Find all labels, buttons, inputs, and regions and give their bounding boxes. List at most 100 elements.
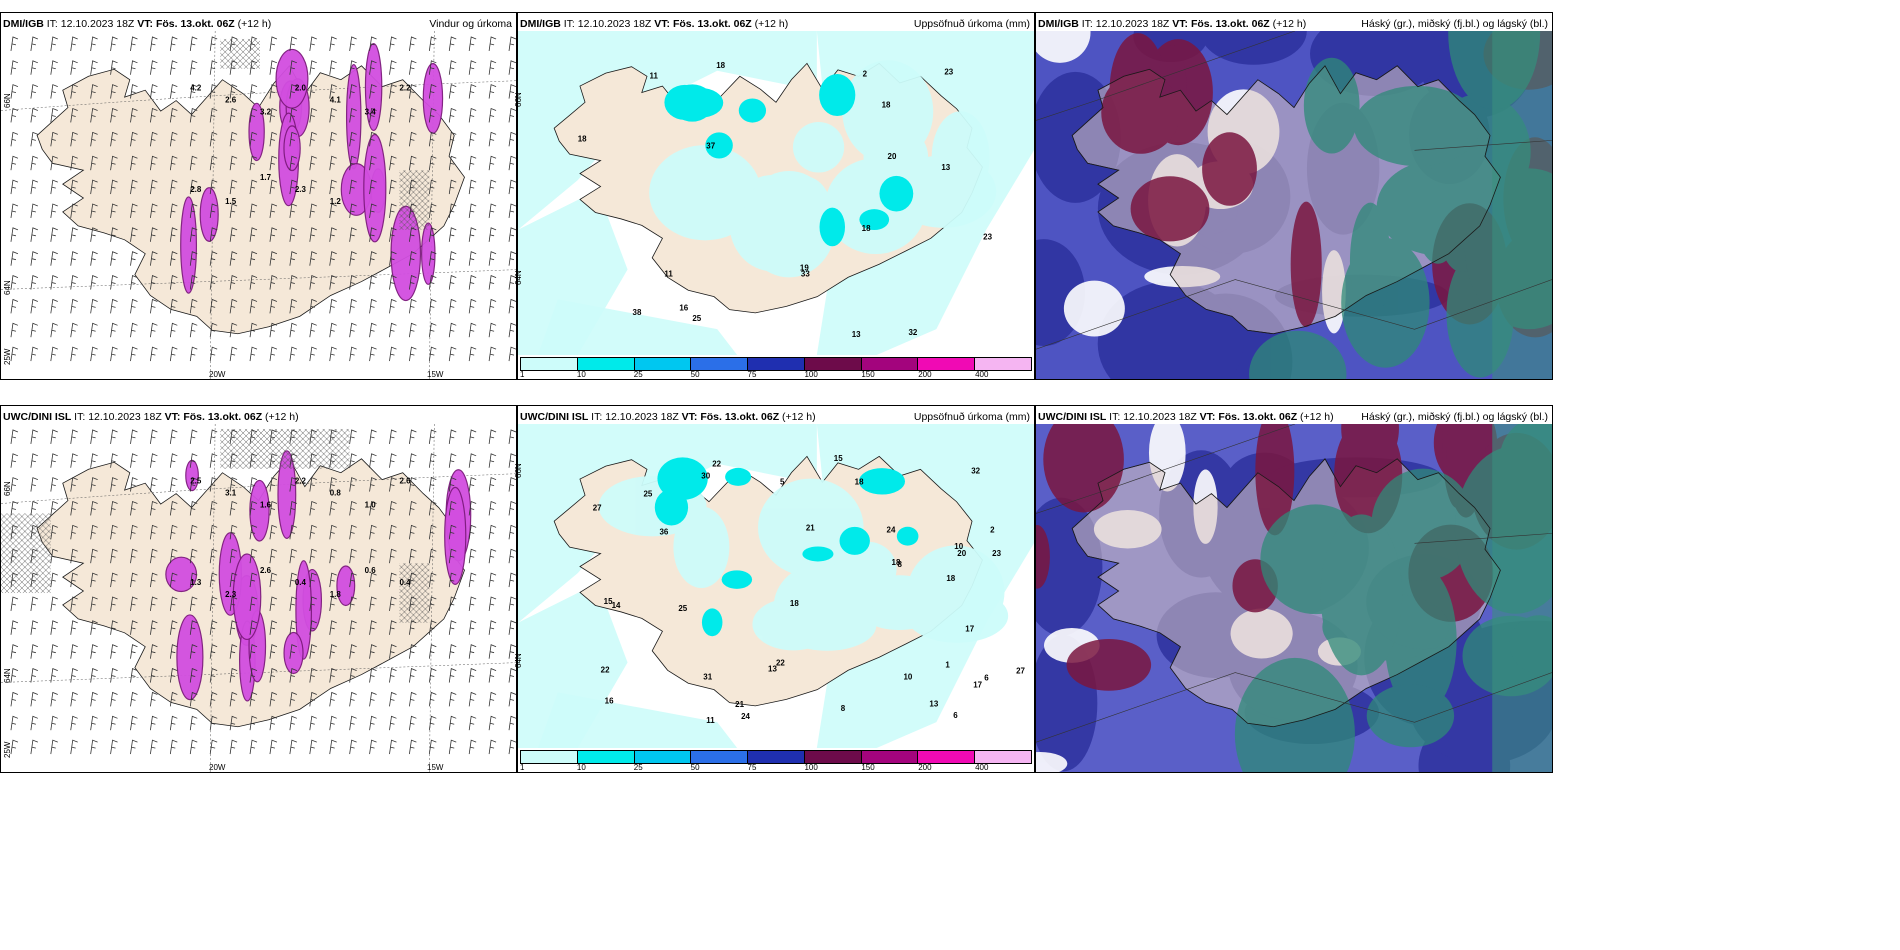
precip-value-label: 23 <box>992 549 1001 558</box>
it-value: 12.10.2023 18Z <box>577 18 652 30</box>
precip-value-label: 20 <box>888 152 897 161</box>
panel-header: UWC/DINI ISL IT: 12.10.2023 18Z VT: Fös.… <box>1036 406 1552 428</box>
precip-value-label: 8 <box>841 704 846 713</box>
wind-value-label: 1.8 <box>330 590 342 599</box>
legend-swatch <box>634 751 692 763</box>
vt-value: Fös. 13.okt. 06Z <box>700 411 780 423</box>
precip-value-label: 10 <box>954 542 963 551</box>
legend-swatch <box>861 358 919 370</box>
legend-tick-label: 100 <box>804 763 818 772</box>
precip-legend: 1 10 25 50 75 100 150 200 400 <box>518 750 1034 772</box>
legend-swatch <box>918 358 976 370</box>
legend-tick-label: 200 <box>918 763 932 772</box>
vt-label: VT: <box>1172 18 1189 30</box>
precip-map: 1 2 6 21 16 22 10 31 32 36 23 27 18 24 22 25 17 30 22 20 15 1… <box>518 424 1034 748</box>
legend-swatch <box>804 358 862 370</box>
vt-label: VT: <box>137 18 154 30</box>
wind-value-label: 0.8 <box>330 489 342 498</box>
panel-title: Uppsöfnuð úrkoma (mm) <box>913 18 1030 30</box>
wind-value-label: 1.3 <box>190 578 202 587</box>
wind-value-label: 4.2 <box>190 84 202 93</box>
cloud-map <box>1036 31 1552 379</box>
precip-value-label: 25 <box>692 314 701 323</box>
lon-label-20: 20W <box>209 763 226 772</box>
wind-value-label: 1.2 <box>330 197 342 206</box>
precip-value-label: 27 <box>1016 666 1025 675</box>
precip-value-label: 6 <box>984 673 989 682</box>
precip-value-label: 18 <box>882 101 891 110</box>
vt-label: VT: <box>1199 411 1216 423</box>
panel-wind-top: DMI/IGB IT: 12.10.2023 18Z VT: Fös. 13.o… <box>0 12 517 380</box>
precip-map: 23 32 33 38 19 37 18 18 13 13 18 23 18 20 25 11 11 16 2 <box>518 31 1034 355</box>
panel-header: DMI/IGB IT: 12.10.2023 18Z VT: Fös. 13.o… <box>518 13 1034 35</box>
legend-tick-label: 200 <box>918 370 932 379</box>
legend-tick-label: 1 <box>520 370 525 379</box>
panel-cloud-bottom: UWC/DINI ISL IT: 12.10.2023 18Z VT: Fös.… <box>1035 405 1553 773</box>
model-name: DMI/IGB <box>520 18 561 30</box>
precip-value-label: 10 <box>904 672 913 681</box>
model-name: DMI/IGB <box>1038 18 1079 30</box>
panel-title: Háský (gr.), miðský (fj.bl.) og lágský (… <box>1361 411 1548 423</box>
precip-value-label: 38 <box>633 308 642 317</box>
lead-time: (+12 h) <box>237 18 272 30</box>
legend-swatch <box>577 751 635 763</box>
precip-value-label: 16 <box>679 303 688 312</box>
it-label: IT: <box>591 411 603 423</box>
precip-value-label: 19 <box>800 264 809 273</box>
panel-precip-top: DMI/IGB IT: 12.10.2023 18Z VT: Fös. 13.o… <box>514 12 1035 380</box>
wind-value-label: 2.6 <box>260 566 272 575</box>
precip-value-label: 21 <box>806 523 815 532</box>
lead-time: (+12 h) <box>265 411 299 423</box>
legend-tick-label: 25 <box>633 370 643 379</box>
model-name: DMI/IGB <box>3 18 44 30</box>
wind-map-canvas: 2.5 3.1 1.6 2.2 0.8 1.0 2.6 1.3 2.3 2.6 0.4 1.8 0.6 0… <box>1 424 516 772</box>
legend-tick-label: 25 <box>633 763 643 772</box>
panel-title: Vindur og úrkoma <box>429 18 512 30</box>
precip-value-label: 1 <box>945 661 950 670</box>
legend-swatch <box>521 751 578 763</box>
panel-header: UWC/DINI ISL IT: 12.10.2023 18Z VT: Fös.… <box>1 406 516 428</box>
lon-label-25: 25W <box>3 348 12 365</box>
precip-value-label: 6 <box>953 711 958 720</box>
it-value: 12.10.2023 18Z <box>88 411 162 423</box>
model-name: UWC/DINI ISL <box>1038 411 1107 423</box>
it-label: IT: <box>1109 411 1121 423</box>
precip-value-label: 14 <box>612 601 621 610</box>
panel-header: DMI/IGB IT: 12.10.2023 18Z VT: Fös. 13.o… <box>1 13 516 35</box>
lat-label-66: 66N <box>514 463 523 478</box>
legend-swatch <box>577 358 635 370</box>
precip-value-label: 22 <box>601 665 610 674</box>
wind-value-label: 2.8 <box>190 185 202 194</box>
legend-swatch <box>634 358 692 370</box>
legend-tick-label: 100 <box>804 370 818 379</box>
legend-tick-label: 150 <box>861 763 875 772</box>
lat-label-64: 64N <box>3 280 12 295</box>
precip-value-label: 17 <box>973 680 982 689</box>
legend-swatch <box>918 751 976 763</box>
precip-value-label: 13 <box>852 330 861 339</box>
precip-value-label: 37 <box>706 141 715 150</box>
lead-time: (+12 h) <box>1272 18 1307 30</box>
precip-value-label: 18 <box>716 61 725 70</box>
precip-value-label: 22 <box>776 659 785 668</box>
legend-tick-label: 50 <box>690 370 700 379</box>
vt-value: Fös. 13.okt. 06Z <box>1218 411 1298 423</box>
vt-label: VT: <box>681 411 698 423</box>
legend-swatch <box>691 358 749 370</box>
legend-tick-label: 10 <box>576 370 586 379</box>
lead-time: (+12 h) <box>754 18 789 30</box>
wind-value-label: 3.4 <box>365 108 377 117</box>
wind-value-label: 1.6 <box>260 501 272 510</box>
legend-swatch <box>975 751 1032 763</box>
precip-value-label: 8 <box>898 560 903 569</box>
lat-label-66: 66N <box>3 93 12 108</box>
panel-header: DMI/IGB IT: 12.10.2023 18Z VT: Fös. 13.o… <box>1036 13 1552 35</box>
legend-tick-label: 400 <box>975 370 989 379</box>
lead-time: (+12 h) <box>782 411 816 423</box>
vt-value: Fös. 13.okt. 06Z <box>672 18 752 30</box>
legend-tick-label: 75 <box>747 370 757 379</box>
lat-label-64: 64N <box>514 270 523 285</box>
precip-value-label: 15 <box>604 597 613 606</box>
it-label: IT: <box>1081 18 1093 30</box>
